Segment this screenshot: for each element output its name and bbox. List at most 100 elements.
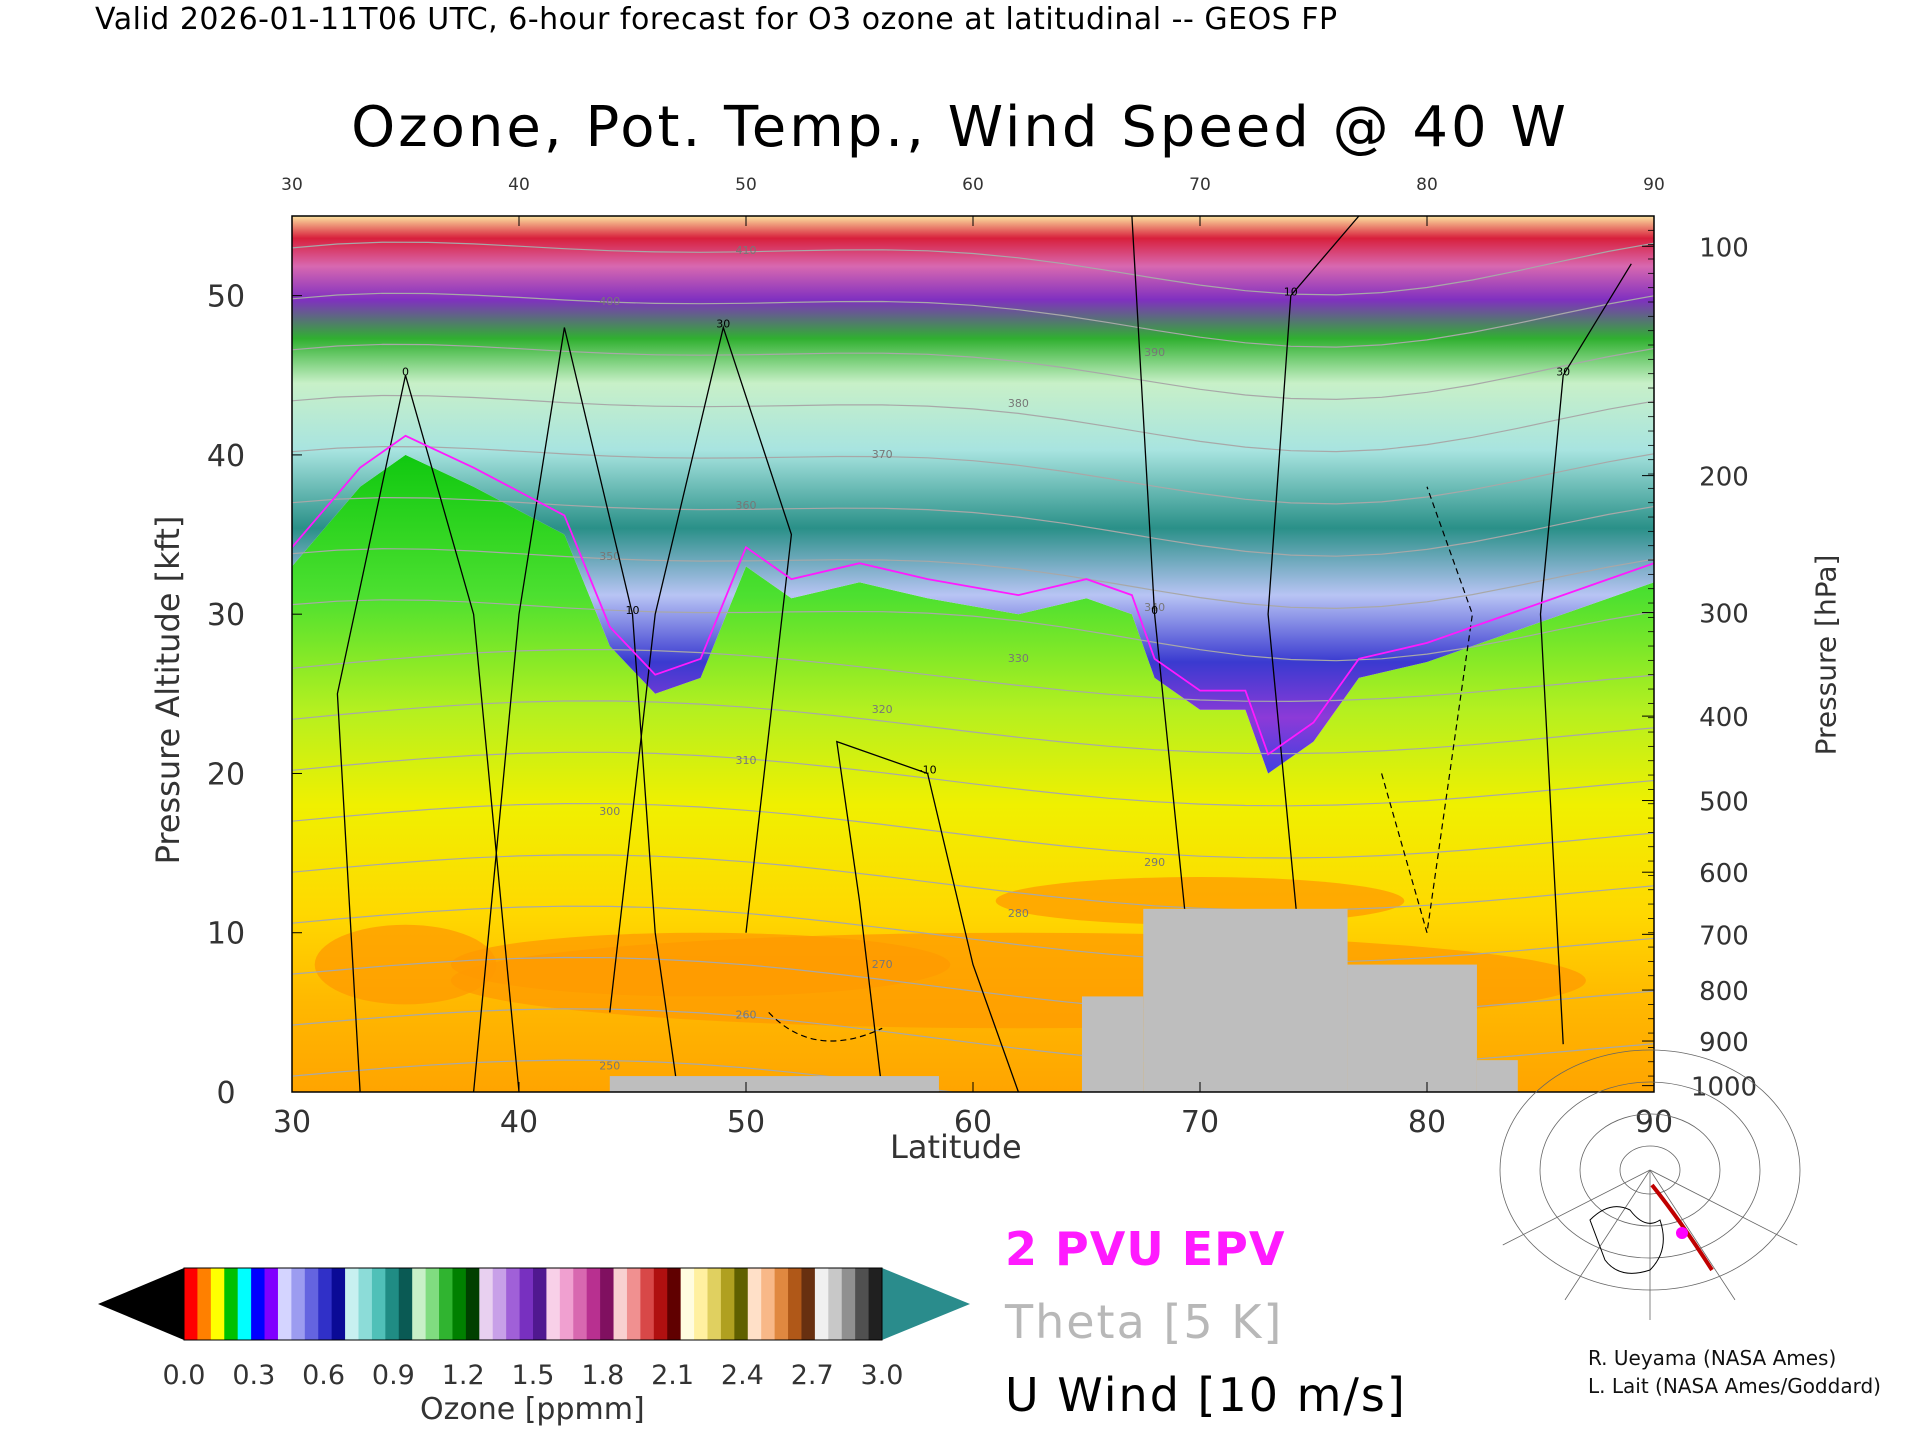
colorbar-swatch (667, 1268, 682, 1340)
colorbar-swatch (452, 1268, 467, 1340)
theta-label: 280 (1008, 907, 1029, 920)
colorbar-swatch (653, 1268, 668, 1340)
u-wind-contour (336, 375, 520, 1092)
theta-isentrope (292, 1059, 957, 1092)
u-wind-label: 30 (716, 317, 730, 330)
colorbar-swatch (613, 1268, 628, 1340)
y-tick-label: 40 (207, 439, 245, 474)
terrain-block (609, 1076, 939, 1092)
pressure-tick-label: 100 (1699, 233, 1749, 263)
ozone-colorbar: 0.0 0.3 0.6 0.9 1.2 1.5 1.8 2.1 2.4 2.7 3.0 (98, 1267, 970, 1391)
y-tick-label: 50 (207, 280, 245, 315)
colorbar-tick-label: 2.7 (791, 1360, 834, 1391)
theta-label: 310 (736, 754, 757, 767)
colorbar-swatch (237, 1268, 252, 1340)
theta-isentrope (292, 802, 1654, 859)
x-top-tick-label: 60 (962, 175, 984, 195)
theta-isentrope (292, 599, 1654, 662)
theta-label: 320 (872, 703, 893, 716)
theta-isentrope (292, 854, 1654, 911)
colorbar-swatch (694, 1268, 709, 1340)
colorbar-tick-label: 0.0 (163, 1360, 206, 1391)
colorbar-swatch (425, 1268, 440, 1340)
u-wind-contour (836, 740, 1020, 1092)
colorbar-swatch (761, 1268, 776, 1340)
theta-label: 380 (1008, 397, 1029, 410)
theta-isentrope (292, 445, 1654, 505)
colorbar-frame (183, 1267, 883, 1341)
u-wind-contour (472, 327, 679, 1092)
colorbar-swatch (774, 1268, 789, 1340)
map-inset-icon (1499, 1049, 1801, 1320)
chart-title: Ozone, Pot. Temp., Wind Speed @ 40 W (351, 95, 1569, 160)
x-tick-label: 60 (954, 1105, 992, 1140)
inset-meridian (1564, 1169, 1651, 1301)
x-top-tick-label: 40 (508, 175, 530, 195)
colorbar-low-triangle (98, 1268, 184, 1340)
pressure-axis-label: Pressure [hPa] (1809, 554, 1843, 756)
theta-label: 330 (1008, 652, 1029, 665)
u-wind-label: -10 (919, 763, 937, 776)
theta-label: 390 (1144, 346, 1165, 359)
x-top-tick-label: 80 (1416, 175, 1438, 195)
credit-line: L. Lait (NASA Ames/Goddard) (1588, 1374, 1881, 1398)
colorbar-tick-label: 0.6 (302, 1360, 345, 1391)
colorbar-swatch (680, 1268, 695, 1340)
terrain-block (1143, 908, 1348, 1092)
theta-label: 290 (1144, 856, 1165, 869)
epv-line (292, 434, 1654, 756)
u-wind-contour (1539, 263, 1632, 1045)
theta-label: 360 (736, 499, 757, 512)
colorbar-swatch (546, 1268, 561, 1340)
colorbar-swatch (412, 1268, 427, 1340)
x-top-tick-label: 30 (281, 175, 303, 195)
pressure-tick-label: 1000 (1691, 1073, 1757, 1103)
colorbar-tick-label: 0.3 (232, 1360, 275, 1391)
u-wind-contour (1267, 216, 1360, 1092)
y-axis-label: Pressure Altitude [kft] (149, 515, 187, 865)
inset-meridian (1502, 1169, 1651, 1246)
u-wind-contour (609, 325, 793, 1013)
u-wind-negative-contour (1381, 486, 1474, 933)
colorbar-tick-label: 2.1 (651, 1360, 694, 1391)
theta-label: 260 (736, 1009, 757, 1022)
pressure-tick-label: 600 (1699, 859, 1749, 889)
theta-label: 410 (736, 244, 757, 257)
legend-theta: Theta [5 K] (1005, 1295, 1284, 1349)
u-wind-label: 10 (626, 604, 640, 617)
theta-isentrope (292, 496, 1654, 557)
u-wind-label: 0 (1151, 604, 1158, 617)
terrain-block (1081, 996, 1144, 1092)
colorbar-swatch (559, 1268, 574, 1340)
colorbar-swatch (734, 1268, 749, 1340)
theta-label: 300 (599, 805, 620, 818)
inset-section-path (1650, 1183, 1714, 1272)
theta-isentrope (292, 241, 1654, 296)
colorbar-tick-label: 3.0 (861, 1360, 904, 1391)
colorbar-swatch (841, 1268, 856, 1340)
pressure-tick-label: 500 (1699, 788, 1749, 818)
x-top-tick-label: 70 (1189, 175, 1211, 195)
terrain-block (1347, 964, 1477, 1092)
colorbar-swatch (814, 1268, 829, 1340)
legend-epv: 2 PVU EPV (1005, 1222, 1286, 1276)
colorbar-swatch (600, 1268, 615, 1340)
x-tick-label: 30 (273, 1105, 311, 1140)
legend-u-wind: U Wind [10 m/s] (1005, 1368, 1407, 1422)
colorbar-swatch (197, 1268, 212, 1340)
x-top-tick-label: 50 (735, 175, 757, 195)
u-wind-label: 30 (1556, 365, 1570, 378)
x-tick-label: 50 (727, 1105, 765, 1140)
colorbar-swatch (345, 1268, 360, 1340)
y-tick-label: 20 (207, 757, 245, 792)
colorbar-swatch (331, 1268, 346, 1340)
colorbar-swatch (720, 1268, 735, 1340)
colorbar-tick-label: 2.4 (721, 1360, 764, 1391)
colorbar-swatch (385, 1268, 400, 1340)
theta-label: 400 (599, 295, 620, 308)
x-axis-label: Latitude (890, 1128, 1022, 1166)
colorbar-swatch (371, 1268, 386, 1340)
colorbar-swatch (358, 1268, 373, 1340)
colorbar-swatch (224, 1268, 239, 1340)
colorbar-swatch (184, 1268, 199, 1340)
